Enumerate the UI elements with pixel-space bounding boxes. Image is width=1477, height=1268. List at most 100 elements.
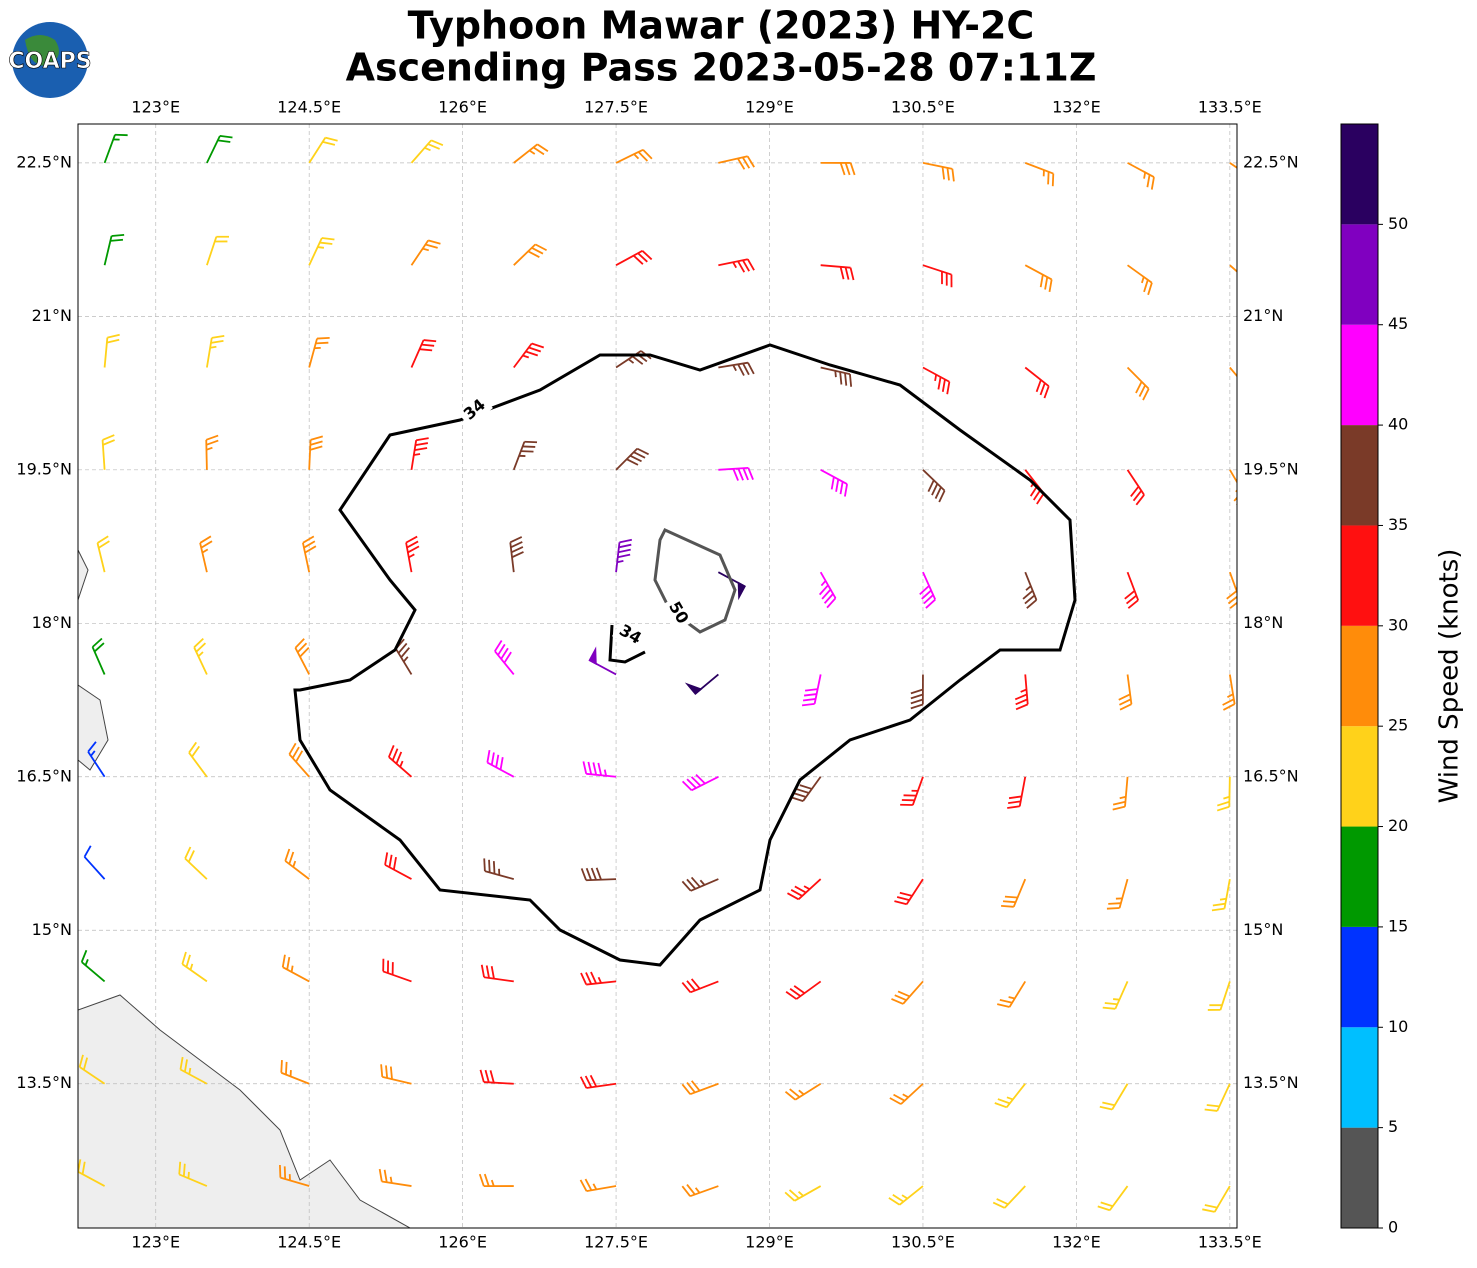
- wind-barb: [993, 1186, 1025, 1208]
- barb-half: [409, 554, 415, 557]
- barb-full: [535, 244, 546, 250]
- barb-full: [932, 484, 937, 495]
- barb-full: [1119, 694, 1130, 700]
- barb-half: [1220, 899, 1226, 900]
- barb-full: [1120, 704, 1131, 710]
- barb-full: [891, 999, 903, 1004]
- lat-tick-label: 18°N: [1243, 613, 1283, 632]
- wind-barb: [1100, 1084, 1128, 1110]
- barb-full: [895, 995, 907, 1000]
- wind-barb: [1113, 777, 1128, 810]
- wind-barb: [1230, 368, 1249, 402]
- barb-flag: [688, 685, 701, 694]
- lat-tick-label: 18°N: [32, 613, 72, 632]
- lon-tick-label: 127.5°E: [584, 98, 648, 117]
- barb-full: [1244, 282, 1249, 294]
- wind-barb: [1023, 572, 1036, 608]
- colorbar-bin: [1341, 1027, 1378, 1127]
- barb-half: [629, 359, 634, 363]
- wind-barb: [480, 1174, 514, 1186]
- barb-full: [511, 547, 522, 552]
- barb-full: [389, 745, 394, 757]
- wind-barb: [194, 639, 207, 675]
- wind-barb: [889, 1186, 923, 1205]
- lon-tick-label: 130.5°E: [891, 98, 955, 117]
- colorbar-bin: [1341, 325, 1378, 425]
- barb-full: [1016, 699, 1028, 704]
- colorbar-bin: [1341, 124, 1378, 224]
- barb-staff: [85, 857, 105, 879]
- barb-full: [911, 704, 923, 708]
- barb-full: [1000, 1000, 1012, 1003]
- wind-barb: [616, 449, 649, 470]
- wind-barb: [1212, 879, 1230, 910]
- wind-barb: [514, 442, 537, 470]
- barb-full: [407, 541, 418, 547]
- barb-full: [787, 893, 798, 899]
- barb-half: [1142, 277, 1144, 283]
- barb-full: [415, 448, 427, 450]
- logo-text: COAPS: [8, 49, 91, 74]
- lat-tick-label: 21°N: [1243, 306, 1283, 325]
- barb-full: [586, 973, 591, 985]
- barb-full: [1207, 1105, 1220, 1106]
- barb-flag: [590, 650, 596, 664]
- barb-full: [900, 893, 912, 896]
- barb-full: [743, 260, 749, 271]
- wind-barb: [1128, 470, 1145, 505]
- barb-full: [619, 545, 631, 548]
- wind-barb: [1025, 163, 1053, 186]
- wind-barb: [189, 742, 207, 776]
- barb-half: [804, 886, 810, 889]
- lon-tick-label: 127.5°E: [584, 1233, 648, 1252]
- barb-full: [408, 546, 419, 552]
- wind-barb: [582, 868, 616, 880]
- wind-barb: [718, 363, 753, 376]
- barb-full: [396, 752, 401, 764]
- barb-full: [492, 966, 494, 978]
- barb-half: [696, 1188, 700, 1193]
- barb-full: [485, 1174, 489, 1186]
- barb-full: [218, 140, 231, 142]
- barb-half: [1144, 172, 1145, 178]
- lat-tick-label: 16.5°N: [1243, 766, 1299, 785]
- barb-full: [1015, 694, 1027, 699]
- barb-half: [617, 561, 623, 562]
- wind-barb: [495, 641, 514, 675]
- wind-barb: [1025, 265, 1051, 292]
- barb-full: [490, 1070, 493, 1082]
- wind-barb: [309, 338, 329, 368]
- barb-full: [1239, 387, 1246, 398]
- barb-full: [386, 1065, 387, 1078]
- wind-barb: [484, 858, 514, 879]
- barb-full: [585, 1179, 591, 1190]
- barb-full: [428, 144, 440, 149]
- lon-tick-label: 124.5°E: [277, 1233, 341, 1252]
- barb-half: [1113, 999, 1119, 1000]
- wind-barb: [1098, 1186, 1128, 1210]
- wind-barb: [105, 135, 128, 163]
- barb-full: [425, 244, 437, 247]
- barb-staff: [1230, 265, 1253, 285]
- barb-full: [424, 340, 437, 341]
- barb-full: [805, 689, 818, 691]
- barb-half: [404, 657, 408, 662]
- barb-full: [532, 344, 544, 348]
- lon-tick-label: 123°E: [131, 1233, 180, 1252]
- colorbar-tick-label: 15: [1388, 916, 1408, 935]
- barb-full: [738, 261, 744, 272]
- wind-barb: [821, 163, 855, 175]
- wind-barb: [1227, 572, 1240, 608]
- barb-full: [846, 267, 849, 279]
- wind-barb: [1202, 1186, 1230, 1212]
- lon-tick-label: 124.5°E: [277, 98, 341, 117]
- barb-half: [821, 581, 825, 586]
- wind-barb: [1125, 572, 1138, 608]
- barb-full: [592, 868, 596, 880]
- lon-tick-label: 123°E: [131, 98, 180, 117]
- barb-full: [186, 955, 190, 967]
- wind-barb: [923, 265, 952, 287]
- barb-full: [1152, 177, 1154, 189]
- barb-full: [1105, 1003, 1118, 1004]
- barb-full: [179, 1162, 180, 1175]
